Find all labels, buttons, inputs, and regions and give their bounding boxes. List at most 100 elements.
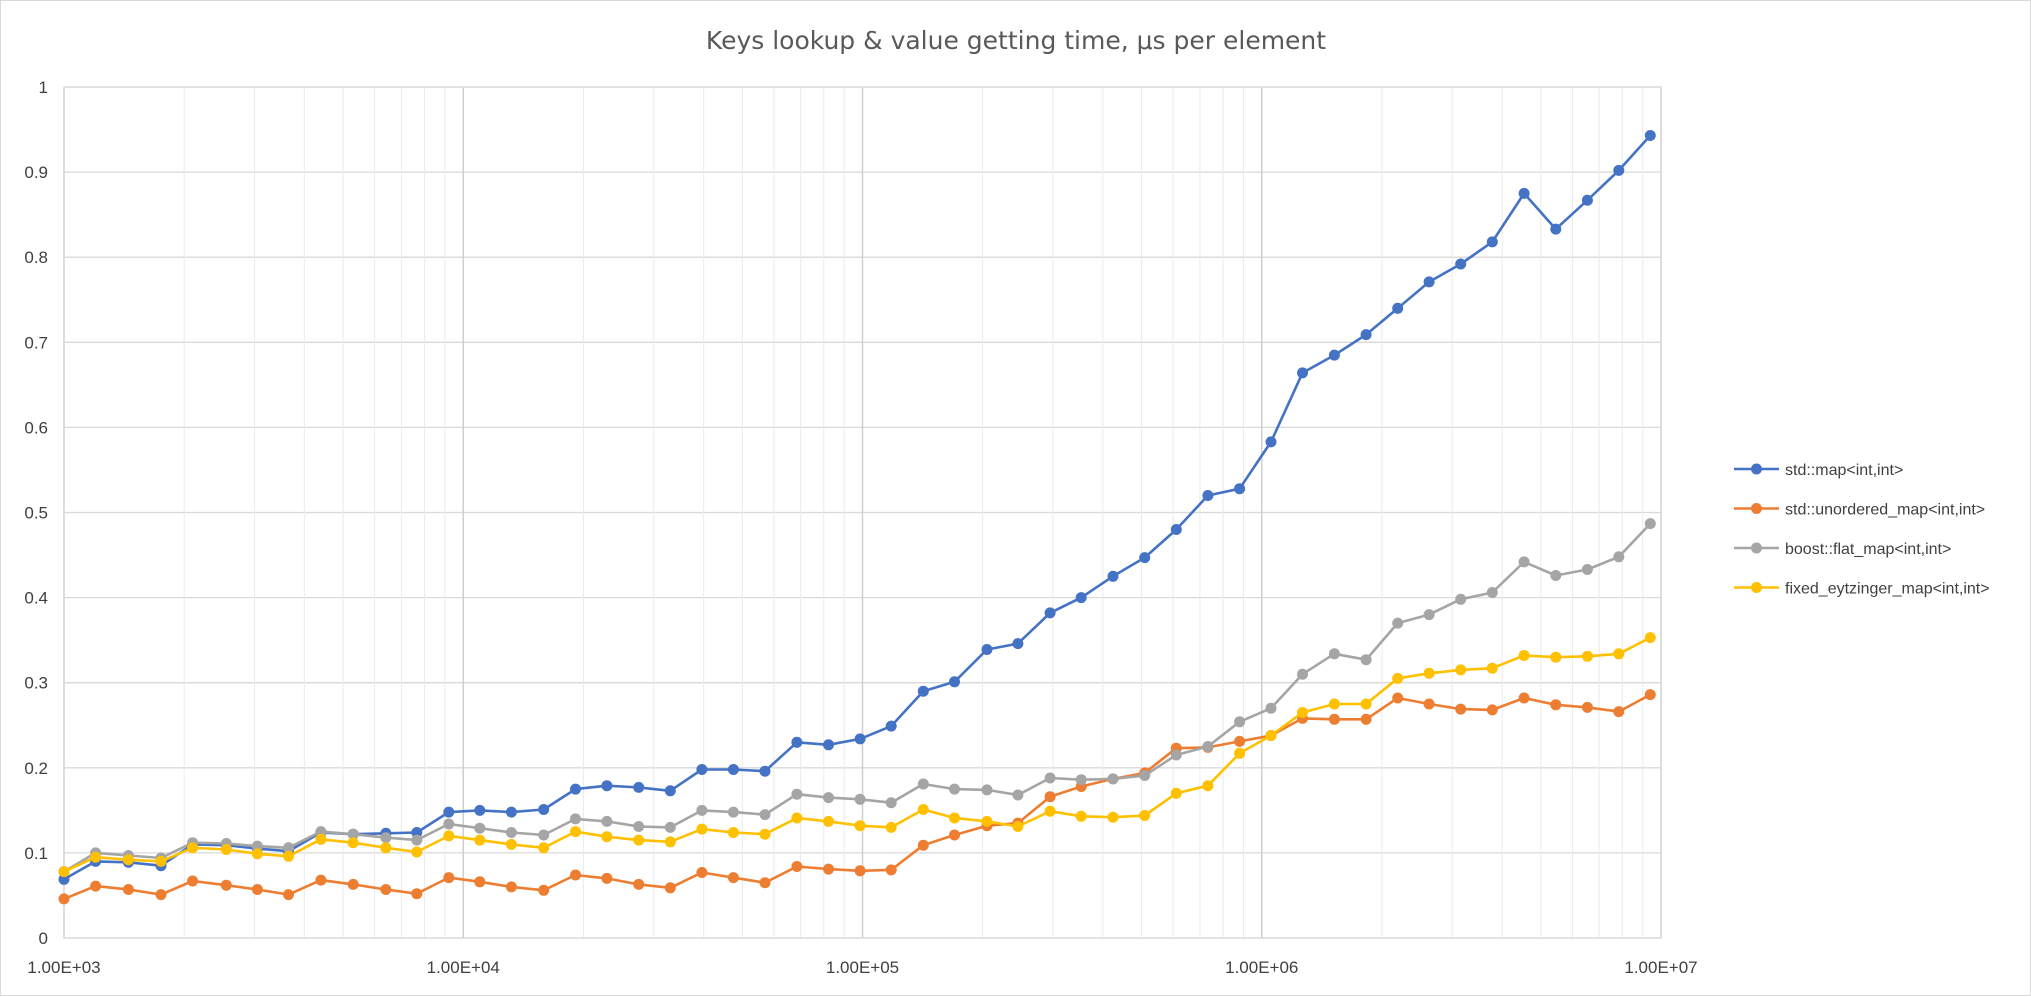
data-point	[823, 815, 834, 827]
data-point	[1392, 617, 1404, 629]
data-point	[1486, 704, 1498, 716]
data-point	[1265, 702, 1277, 714]
data-point	[1581, 650, 1593, 662]
data-point	[538, 842, 550, 854]
data-point	[1202, 741, 1214, 752]
data-point	[538, 829, 550, 841]
data-point	[90, 880, 102, 892]
data-point	[1423, 609, 1435, 621]
data-point	[1170, 524, 1182, 535]
data-point	[1234, 483, 1246, 495]
data-point	[347, 837, 359, 849]
data-point	[58, 866, 70, 878]
data-point	[1202, 490, 1214, 501]
legend-swatch-marker	[1751, 542, 1762, 554]
data-point	[1107, 773, 1119, 785]
legend-swatch-marker	[1751, 503, 1762, 514]
data-point	[727, 872, 739, 884]
x-tick-label: 1.00E+07	[1624, 958, 1697, 977]
data-point	[411, 834, 423, 846]
chart-title: Keys lookup & value getting time, μs per…	[706, 26, 1326, 55]
data-point	[443, 818, 455, 830]
data-point	[411, 888, 423, 900]
data-point	[664, 821, 676, 833]
data-point	[1644, 689, 1656, 701]
data-point	[505, 806, 517, 818]
data-point	[1550, 651, 1562, 663]
data-point	[187, 875, 199, 887]
y-tick-label: 0.5	[24, 504, 48, 523]
data-point	[315, 874, 327, 886]
data-point	[823, 792, 834, 804]
data-point	[1170, 787, 1182, 799]
data-point	[1360, 698, 1372, 710]
legend-item: std::unordered_map<int,int>	[1734, 502, 1985, 519]
x-tick-label: 1.00E+05	[826, 958, 899, 977]
data-point	[949, 676, 960, 688]
data-point	[474, 876, 486, 888]
data-point	[411, 827, 423, 838]
legend-label: std::unordered_map<int,int>	[1785, 502, 1985, 519]
data-point	[505, 827, 517, 838]
data-point	[1455, 703, 1467, 715]
data-point	[601, 780, 613, 792]
data-point	[633, 781, 645, 793]
data-point	[759, 765, 771, 777]
data-point	[283, 889, 294, 901]
series-1	[58, 689, 1656, 905]
data-point	[1550, 699, 1562, 711]
data-point	[696, 804, 708, 816]
data-point	[1613, 164, 1625, 176]
data-point	[1170, 749, 1182, 761]
data-point	[1613, 551, 1625, 563]
data-point	[1012, 821, 1024, 832]
data-point	[1518, 556, 1530, 568]
data-point	[633, 834, 645, 846]
data-point	[538, 884, 550, 896]
data-point	[1075, 810, 1087, 822]
data-point	[1392, 302, 1404, 314]
data-point	[1328, 698, 1340, 710]
data-point	[664, 836, 676, 848]
data-point	[854, 733, 866, 745]
data-point	[949, 829, 960, 841]
data-point	[1265, 436, 1277, 448]
data-point	[283, 850, 294, 862]
data-point	[854, 793, 866, 805]
data-point	[1265, 730, 1277, 741]
data-point	[1581, 564, 1593, 575]
data-point	[1044, 805, 1056, 817]
data-point	[283, 842, 294, 854]
data-point	[696, 867, 708, 878]
data-point	[251, 840, 263, 852]
legend-item: fixed_eytzinger_map<int,int>	[1734, 581, 1990, 598]
data-point	[1581, 194, 1593, 206]
series-line	[63, 636, 1651, 873]
data-point	[981, 815, 993, 827]
data-point	[474, 822, 486, 834]
x-tick-label: 1.00E+03	[27, 958, 100, 977]
data-point	[601, 815, 613, 827]
data-point	[1550, 570, 1562, 581]
data-point	[187, 842, 199, 854]
data-point	[727, 764, 739, 775]
legend-swatch-marker	[1751, 582, 1762, 593]
data-point	[1360, 713, 1372, 725]
axis-labels: 0 0.1 0.2 0.3 0.4 0.5 0.6 0.7 0.8 0.9 1 1.00E+03 1.0…	[24, 78, 1697, 977]
data-point	[1360, 654, 1372, 666]
data-point	[696, 823, 708, 835]
series-2	[58, 518, 1656, 878]
data-point	[251, 884, 263, 895]
data-point	[633, 821, 645, 832]
data-point	[443, 806, 455, 818]
data-point	[885, 797, 897, 809]
data-point	[854, 820, 866, 832]
data-point	[1202, 780, 1214, 792]
data-point	[1392, 672, 1404, 684]
x-tick-label: 1.00E+06	[1225, 958, 1298, 977]
legend: std::map<int,int>std::unordered_map<int,…	[1734, 462, 1990, 598]
data-point	[1360, 329, 1372, 341]
data-point	[1644, 130, 1656, 141]
data-point	[823, 739, 834, 751]
data-point	[1423, 667, 1435, 679]
